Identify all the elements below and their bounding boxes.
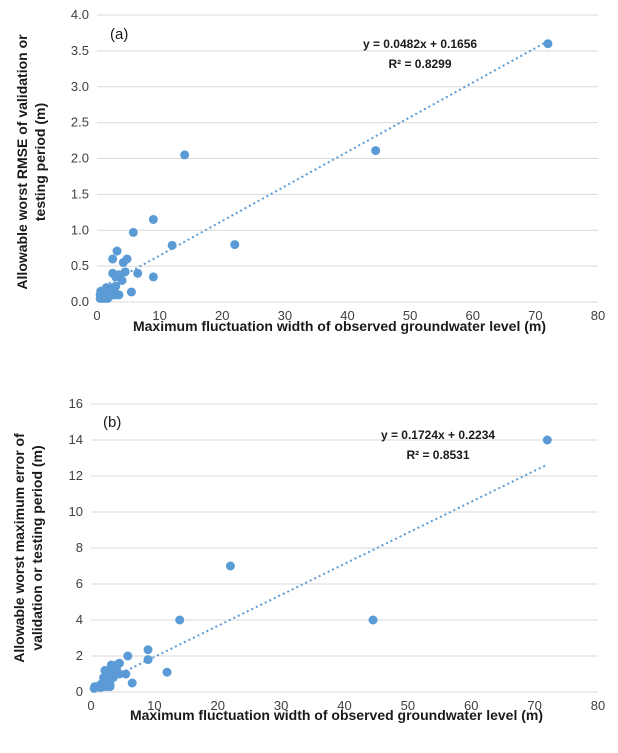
x-axis-title-a: Maximum fluctuation width of observed gr… xyxy=(133,318,546,334)
panel-label-b: (b) xyxy=(103,414,121,431)
data-point-a-17 xyxy=(108,268,118,278)
y-tick-label-a-3: 1.5 xyxy=(71,186,89,201)
y-tick-label-b-6: 12 xyxy=(69,468,83,483)
x-tick-label-b-4: 40 xyxy=(337,698,351,713)
trend-equation-b: y = 0.1724x + 0.2234 xyxy=(381,428,495,442)
y-axis-title-line-b-0: Allowable worst maximum error of xyxy=(11,433,27,663)
data-point-a-39 xyxy=(109,290,119,300)
r-squared-a: R² = 0.8299 xyxy=(388,57,451,71)
trend-equation-a: y = 0.0482x + 0.1656 xyxy=(363,37,477,51)
y-tick-label-a-6: 3.0 xyxy=(71,79,89,94)
data-point-a-36 xyxy=(96,286,106,296)
x-tick-label-a-8: 80 xyxy=(591,308,605,323)
y-axis-title-line-a-0: Allowable worst RMSE of validation or xyxy=(14,34,30,290)
y-axis-title-a: Allowable worst RMSE of validation or tes… xyxy=(14,34,48,290)
y-tick-label-b-1: 2 xyxy=(76,648,83,663)
data-point-a-8 xyxy=(133,268,143,278)
x-tick-label-a-5: 50 xyxy=(403,308,417,323)
y-tick-label-a-7: 3.5 xyxy=(71,43,89,58)
y-tick-label-a-5: 2.5 xyxy=(71,115,89,130)
panel-label-a: (a) xyxy=(110,26,128,43)
data-point-a-14 xyxy=(112,246,122,256)
x-tick-label-b-6: 60 xyxy=(464,698,478,713)
y-tick-label-a-0: 0.0 xyxy=(71,294,89,309)
y-axis-title-b: Allowable worst maximum error of validati… xyxy=(11,433,45,663)
y-tick-label-b-4: 8 xyxy=(76,540,83,555)
x-tick-label-b-2: 20 xyxy=(211,698,225,713)
data-point-b-7 xyxy=(127,678,137,688)
data-point-b-4 xyxy=(162,667,172,677)
data-point-a-6 xyxy=(128,227,138,237)
data-point-b-30 xyxy=(108,669,118,679)
x-tick-label-b-0: 0 xyxy=(87,698,94,713)
y-tick-label-a-1: 0.5 xyxy=(71,258,89,273)
x-tick-label-a-0: 0 xyxy=(93,308,100,323)
data-point-a-9 xyxy=(126,287,136,297)
x-tick-label-a-6: 60 xyxy=(466,308,480,323)
y-tick-label-b-8: 16 xyxy=(69,396,83,411)
data-point-a-4 xyxy=(167,240,177,250)
data-point-b-1 xyxy=(225,561,235,571)
y-tick-label-b-0: 0 xyxy=(76,684,83,699)
y-axis-title-line-b-1: validation or testing period (m) xyxy=(29,445,45,650)
data-point-a-3 xyxy=(230,240,240,250)
data-point-b-2 xyxy=(368,615,378,625)
x-tick-label-b-1: 10 xyxy=(147,698,161,713)
data-point-a-15 xyxy=(108,254,118,264)
r-squared-b: R² = 0.8531 xyxy=(406,448,469,462)
trendline-b xyxy=(93,463,548,688)
data-point-a-18 xyxy=(117,275,127,285)
x-tick-label-a-2: 20 xyxy=(215,308,229,323)
x-tick-label-b-5: 50 xyxy=(401,698,415,713)
data-point-a-11 xyxy=(118,258,128,268)
x-tick-label-a-3: 30 xyxy=(278,308,292,323)
x-tick-label-a-7: 70 xyxy=(528,308,542,323)
y-tick-label-b-3: 6 xyxy=(76,576,83,591)
data-point-b-19 xyxy=(100,665,110,675)
data-point-a-0 xyxy=(543,39,553,49)
data-point-b-5 xyxy=(143,645,153,655)
chart-a: 0.0 0.5 1.0 1.5 2.0 2.5 3.0 3.5 4.0 0 10 20 30 40 50 60… xyxy=(14,7,605,334)
x-tick-label-b-8: 80 xyxy=(591,698,605,713)
trendline-a xyxy=(99,40,549,290)
data-point-a-5 xyxy=(148,214,158,224)
data-point-b-6 xyxy=(143,655,153,665)
data-point-b-3 xyxy=(175,615,185,625)
y-tick-label-b-5: 10 xyxy=(69,504,83,519)
x-tick-label-b-3: 30 xyxy=(274,698,288,713)
x-tick-label-a-1: 10 xyxy=(152,308,166,323)
chart-b: 0 2 4 6 8 10 12 14 16 0 10 20 30 40 50 60 70 80 (b) y = 0.1… xyxy=(11,396,605,723)
x-axis-title-b: Maximum fluctuation width of observed gr… xyxy=(130,707,543,723)
y-tick-label-a-4: 2.0 xyxy=(71,151,89,166)
data-point-a-2 xyxy=(180,150,190,160)
data-point-b-32 xyxy=(111,660,121,670)
x-tick-label-a-4: 40 xyxy=(340,308,354,323)
y-tick-label-b-7: 14 xyxy=(69,432,83,447)
x-tick-label-b-7: 70 xyxy=(527,698,541,713)
y-tick-label-a-8: 4.0 xyxy=(71,7,89,22)
data-point-a-7 xyxy=(148,272,158,282)
data-point-b-8 xyxy=(123,651,133,661)
data-point-b-0 xyxy=(542,435,552,445)
data-point-b-31 xyxy=(105,680,115,690)
data-point-a-1 xyxy=(371,146,381,156)
y-tick-label-b-2: 4 xyxy=(76,612,83,627)
data-point-b-9 xyxy=(121,669,131,679)
y-axis-title-line-a-1: testing period (m) xyxy=(32,103,48,221)
y-tick-label-a-2: 1.0 xyxy=(71,222,89,237)
